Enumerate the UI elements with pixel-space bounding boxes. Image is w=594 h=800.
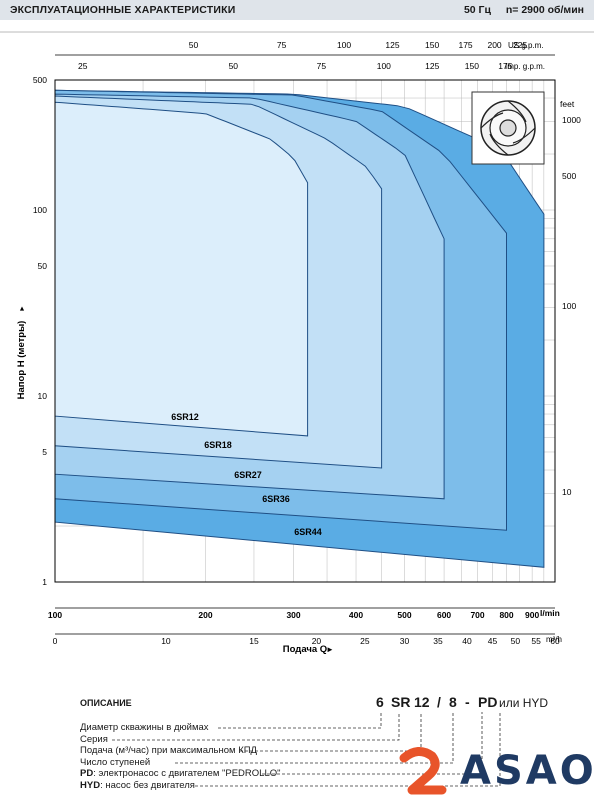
- us-gpm-tick-label: 200: [487, 40, 501, 50]
- feet-tick-label: 100: [562, 301, 576, 311]
- impeller-icon: [471, 91, 545, 165]
- area-6sr12: [54, 101, 309, 437]
- m3h-tick-label: 35: [433, 636, 443, 646]
- lmin-tick-label: 800: [499, 610, 513, 620]
- lmin-tick-label: 700: [470, 610, 484, 620]
- series-label-6sr12: 6SR12: [171, 412, 199, 422]
- code-part-diameter: 6: [376, 694, 384, 710]
- imp-gpm-axis-title: Imp. g.p.m.: [505, 62, 545, 71]
- m3h-tick-label: 40: [462, 636, 472, 646]
- us-gpm-tick-label: 225: [513, 40, 527, 50]
- lmin-tick-label: 400: [349, 610, 363, 620]
- y-axis-arrow: ►: [19, 305, 26, 312]
- series-label-6sr18: 6SR18: [204, 440, 232, 450]
- feet-tick-label: 1000: [562, 115, 581, 125]
- imp-gpm-tick-label: 25: [78, 61, 88, 71]
- frequency-label: 50 Гц: [463, 4, 491, 16]
- feet-tick-label: 500: [562, 171, 576, 181]
- m3h-tick-label: 50: [511, 636, 521, 646]
- description-section: ОПИСАНИЕ 6 SR 12 / 8 - PD или HYD Диамет…: [0, 690, 594, 800]
- page-title: ЭКСПЛУАТАЦИОННЫЕ ХАРАКТЕРИСТИКИ: [10, 4, 236, 16]
- desc-line-stages: Число ступеней: [80, 757, 151, 768]
- header-bar: ЭКСПЛУАТАЦИОННЫЕ ХАРАКТЕРИСТИКИ 50 Гц n=…: [0, 0, 594, 20]
- m3h-tick-label: 20: [312, 636, 322, 646]
- desc-line-flow: Подача (м³/час) при максимальном КПД: [80, 745, 257, 756]
- code-part-flow: 12: [414, 694, 430, 710]
- m3h-tick-label: 0: [53, 636, 58, 646]
- header-specs: 50 Гц n= 2900 об/мин: [452, 4, 584, 16]
- y-tick-label: 5: [42, 447, 47, 457]
- feet-tick-label: 10: [562, 487, 572, 497]
- m3h-tick-label: 15: [249, 636, 259, 646]
- us-gpm-axis-title: US g.p.m.: [508, 41, 544, 50]
- lmin-tick-label: 900: [525, 610, 539, 620]
- m3h-tick-label: 30: [400, 636, 410, 646]
- code-part-stages: 8: [449, 694, 457, 710]
- lmin-tick-label: 500: [397, 610, 411, 620]
- us-gpm-tick-label: 175: [458, 40, 472, 50]
- description-title: ОПИСАНИЕ: [80, 698, 132, 708]
- code-suffix: или HYD: [499, 696, 549, 710]
- series-label-6sr44: 6SR44: [294, 527, 322, 537]
- lmin-tick-label: 200: [198, 610, 212, 620]
- us-gpm-tick-label: 50: [189, 40, 199, 50]
- m3h-tick-label: 25: [360, 636, 370, 646]
- us-gpm-tick-label: 100: [337, 40, 351, 50]
- series-label-6sr27: 6SR27: [234, 470, 262, 480]
- imp-gpm-tick-label: 150: [465, 61, 479, 71]
- code-part-dash: -: [465, 694, 470, 710]
- asao-logo: ASAO: [398, 746, 594, 800]
- logo-text: ASAO: [460, 748, 594, 794]
- y-tick-label: 10: [38, 391, 48, 401]
- series-label-6sr36: 6SR36: [262, 494, 290, 504]
- desc-line-hyd: HYD: насос без двигателя: [80, 780, 195, 791]
- us-gpm-tick-label: 125: [385, 40, 399, 50]
- y-tick-label: 1: [42, 577, 47, 587]
- speed-label: n= 2900 об/мин: [505, 4, 584, 16]
- logo-mark-icon: [399, 747, 447, 795]
- lmin-tick-label: 100: [48, 610, 62, 620]
- plot-frame: [54, 79, 556, 583]
- m3h-unit-label: m³/h: [546, 635, 562, 644]
- imp-gpm-tick-label: 125: [425, 61, 439, 71]
- x-axis-title: Подача Q: [283, 644, 327, 655]
- code-part-series: SR: [391, 694, 411, 710]
- code-part-pd: PD: [478, 694, 498, 710]
- m3h-tick-label: 55: [531, 636, 541, 646]
- imp-gpm-tick-label: 75: [317, 61, 327, 71]
- us-gpm-tick-label: 75: [277, 40, 287, 50]
- plot-border: [54, 79, 556, 583]
- y-tick-label: 500: [33, 75, 47, 85]
- y-tick-label: 50: [38, 261, 48, 271]
- imp-gpm-tick-label: 100: [377, 61, 391, 71]
- lmin-unit-label: l/min: [540, 608, 560, 618]
- series-labels: 6SR44 6SR36 6SR27 6SR18 6SR12: [171, 412, 322, 537]
- m3h-tick-label: 10: [161, 636, 171, 646]
- code-part-slash: /: [437, 694, 441, 710]
- feet-axis-title: feet: [560, 99, 575, 109]
- imp-gpm-tick-label: 50: [229, 61, 239, 71]
- x-axis-arrow: ►: [326, 645, 334, 654]
- desc-line-pd: PD: электронасос с двигателем "PEDROLLO": [80, 768, 281, 779]
- series-areas: [54, 89, 545, 568]
- m3h-tick-label: 60: [550, 636, 560, 646]
- lmin-tick-label: 300: [286, 610, 300, 620]
- desc-line-series: Серия: [80, 734, 108, 745]
- lmin-tick-label: 600: [437, 610, 451, 620]
- desc-line-diameter: Диаметр скважины в дюймах: [80, 722, 209, 733]
- m3h-tick-label: 45: [488, 636, 498, 646]
- y-axis-title: Напор H (метры): [16, 321, 27, 400]
- y-tick-label: 100: [33, 205, 47, 215]
- imp-gpm-tick-label: 175: [498, 61, 512, 71]
- us-gpm-tick-label: 150: [425, 40, 439, 50]
